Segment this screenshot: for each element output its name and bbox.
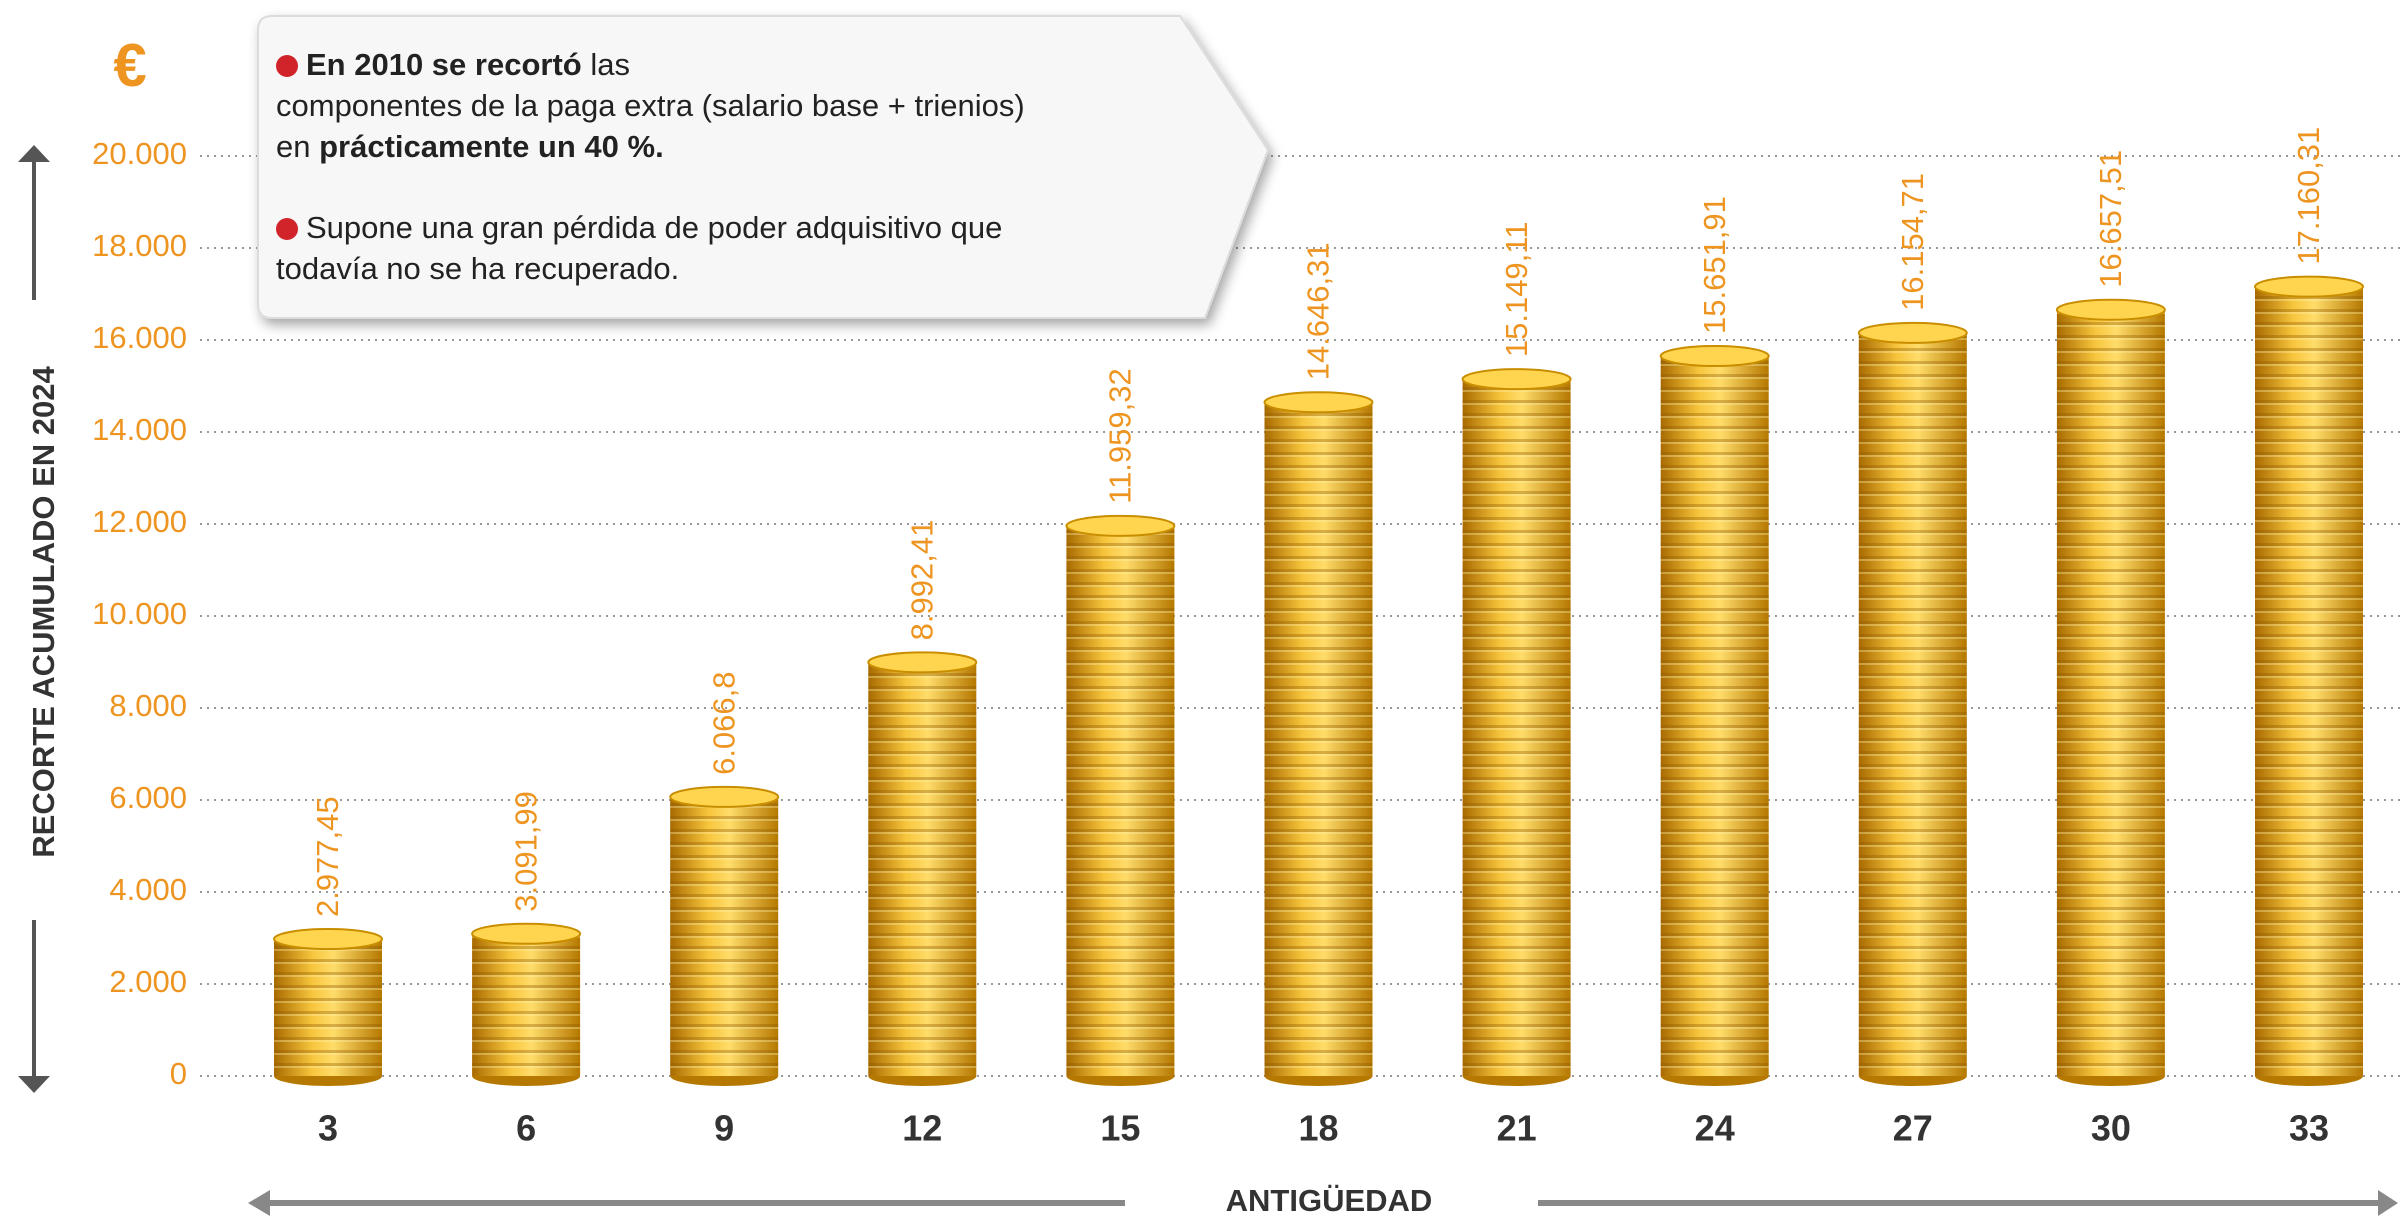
coin-edges <box>1066 525 1175 1076</box>
value-label: 8.992,41 <box>904 520 939 641</box>
x-tick-label: 30 <box>2091 1108 2131 1149</box>
coin-top <box>1461 368 1572 391</box>
value-label: 2.977,45 <box>310 796 345 917</box>
value-label: 17.160,31 <box>2291 127 2326 265</box>
coin-top <box>1659 345 1770 368</box>
value-label: 6.066,8 <box>706 671 741 774</box>
y-tick-label: 18.000 <box>92 228 187 263</box>
annotation-text: en <box>276 129 311 164</box>
coin-top <box>867 651 978 674</box>
coin-top <box>1857 321 1968 344</box>
coin-top <box>1065 514 1176 537</box>
y-tick-label: 6.000 <box>109 780 187 815</box>
arrowhead <box>248 1190 270 1216</box>
y-tick-label: 10.000 <box>92 596 187 631</box>
value-label: 15.149,11 <box>1499 222 1534 358</box>
y-tick-label: 0 <box>170 1056 187 1091</box>
annotation-paragraph: En 2010 se recortó las componentes de la … <box>276 44 1236 167</box>
arrowhead <box>18 145 50 162</box>
annotation-bold: En 2010 se recortó <box>306 47 582 82</box>
x-tick-label: 12 <box>902 1108 942 1149</box>
coin-edges <box>1462 379 1571 1076</box>
x-tick-label: 33 <box>2289 1108 2329 1149</box>
coin-edges <box>670 796 779 1076</box>
coin-edges <box>2056 309 2165 1077</box>
y-tick-label: 14.000 <box>92 412 187 447</box>
coin-edges <box>472 933 581 1076</box>
coin-top <box>2055 298 2166 321</box>
annotation-paragraph: Supone una gran pérdida de poder adquisi… <box>276 207 1236 289</box>
y-tick-label: 8.000 <box>109 688 187 723</box>
value-label: 16.657,51 <box>2093 150 2128 288</box>
x-tick-label: 24 <box>1695 1108 1735 1149</box>
arrowhead <box>18 1076 50 1093</box>
arrowhead <box>2378 1190 2398 1216</box>
coin-top <box>471 922 582 945</box>
x-tick-label: 15 <box>1100 1108 1140 1149</box>
coin-edges <box>1660 356 1769 1076</box>
annotation: En 2010 se recortó las componentes de la … <box>276 44 1236 329</box>
coin-top <box>669 785 780 808</box>
x-tick-label: 9 <box>714 1108 734 1149</box>
value-label: 14.646,31 <box>1301 242 1336 380</box>
value-label: 16.154,71 <box>1895 173 1930 311</box>
x-tick-label: 3 <box>318 1108 338 1149</box>
plot: 0 2.000 4.000 6.000 8.000 10.000 12.000 14.000 1… <box>92 127 2400 1149</box>
coin-edges <box>1264 402 1373 1076</box>
coin-edges <box>2255 286 2363 1076</box>
unit-label: € <box>113 32 146 99</box>
x-tick-label: 18 <box>1298 1108 1338 1149</box>
annotation-text: Supone una gran pérdida de poder adquisi… <box>306 210 1003 245</box>
y-axis-title: RECORTE ACUMULADO EN 2024 <box>26 366 61 858</box>
y-tick-label: 16.000 <box>92 320 187 355</box>
y-tick-label: 20.000 <box>92 136 187 171</box>
coin-top <box>273 928 383 951</box>
value-label: 3.091,99 <box>508 791 543 912</box>
value-label: 11.959,32 <box>1103 368 1138 504</box>
annotation-text: todavía no se ha recuperado. <box>276 251 680 286</box>
y-tick-label: 4.000 <box>109 872 187 907</box>
x-tick-label: 27 <box>1893 1108 1933 1149</box>
annotation-box <box>257 15 1270 319</box>
x-axis-title: ANTIGÜEDAD <box>1226 1183 1433 1218</box>
y-tick-label: 2.000 <box>109 964 187 999</box>
coin-edges <box>274 939 382 1076</box>
coin-edges <box>868 662 977 1076</box>
coin-top <box>1263 391 1374 414</box>
bullet <box>276 218 298 240</box>
coin-edges <box>1858 332 1967 1077</box>
annotation-bold: prácticamente un 40 %. <box>319 129 664 164</box>
coin-top <box>2254 275 2364 298</box>
x-tick-label: 6 <box>516 1108 536 1149</box>
y-tick-label: 12.000 <box>92 504 187 539</box>
x-tick-label: 21 <box>1497 1108 1537 1149</box>
annotation-text: componentes de la paga extra (salario ba… <box>276 88 1025 123</box>
bullet <box>276 55 298 77</box>
value-label: 15.651,91 <box>1697 196 1732 334</box>
annotation-text: las <box>590 47 630 82</box>
